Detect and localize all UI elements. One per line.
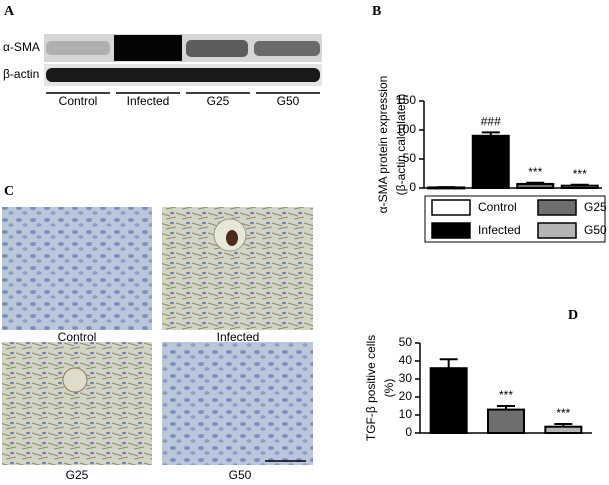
significance-label: *** <box>499 388 513 402</box>
y-axis-label: (β-actin calculated) <box>394 94 408 196</box>
legend-label: G25 <box>584 200 607 214</box>
panel-letter: D <box>568 308 578 323</box>
legend-swatch <box>537 222 577 239</box>
micrograph <box>2 342 152 465</box>
panel-letter: C <box>4 184 14 199</box>
panel-letter: A <box>4 4 15 19</box>
bar <box>560 184 599 189</box>
micrograph-label: Control <box>58 330 97 344</box>
micrograph-feature <box>226 230 238 246</box>
micrograph-feature <box>62 367 88 393</box>
blot-group-label: G50 <box>277 94 300 108</box>
legend-label: Infected <box>478 223 521 237</box>
y-tick-label: 40 <box>399 353 413 367</box>
y-tick-label: 10 <box>399 407 413 421</box>
micrograph <box>162 342 313 465</box>
legend-label: G50 <box>584 223 607 237</box>
legend-swatch <box>537 199 577 216</box>
bar <box>429 367 468 435</box>
y-tick-label: 30 <box>399 371 413 385</box>
bar <box>516 182 555 190</box>
legend-frame <box>424 195 606 243</box>
legend-swatch <box>431 199 471 216</box>
bar <box>427 186 466 190</box>
y-tick-label: 50 <box>399 335 413 349</box>
bar <box>544 425 583 435</box>
micrograph <box>2 207 152 330</box>
blot-group-label: Infected <box>127 94 170 108</box>
y-tick-label: 0 <box>409 180 416 194</box>
y-tick-label: 0 <box>405 425 412 439</box>
blot <box>44 34 322 86</box>
micrograph-label: G50 <box>229 468 252 482</box>
bar <box>487 408 525 435</box>
y-tick-label: 150 <box>396 93 416 107</box>
significance-label: ### <box>481 114 501 128</box>
significance-label: *** <box>573 167 587 181</box>
y-axis-label: (%) <box>382 379 396 398</box>
panel-letter: B <box>372 4 381 19</box>
y-axis-label: TGF-β positive cells <box>364 335 378 441</box>
blot-group-label: Control <box>59 94 98 108</box>
micrograph-label: G25 <box>66 468 89 482</box>
y-tick-label: 50 <box>403 151 417 165</box>
blot-row-label: α-SMA <box>3 40 40 54</box>
legend-swatch <box>431 222 471 239</box>
significance-label: *** <box>528 165 542 179</box>
legend-label: Control <box>478 200 517 214</box>
significance-label: *** <box>556 406 570 420</box>
micrograph-label: Infected <box>217 330 260 344</box>
y-axis-label: α-SMA protein expression <box>376 76 390 214</box>
blot-row-label: β-actin <box>3 67 39 81</box>
y-tick-label: 20 <box>399 389 413 403</box>
bar <box>471 134 510 190</box>
y-tick-label: 100 <box>396 122 416 136</box>
blot-group-label: G25 <box>207 94 230 108</box>
